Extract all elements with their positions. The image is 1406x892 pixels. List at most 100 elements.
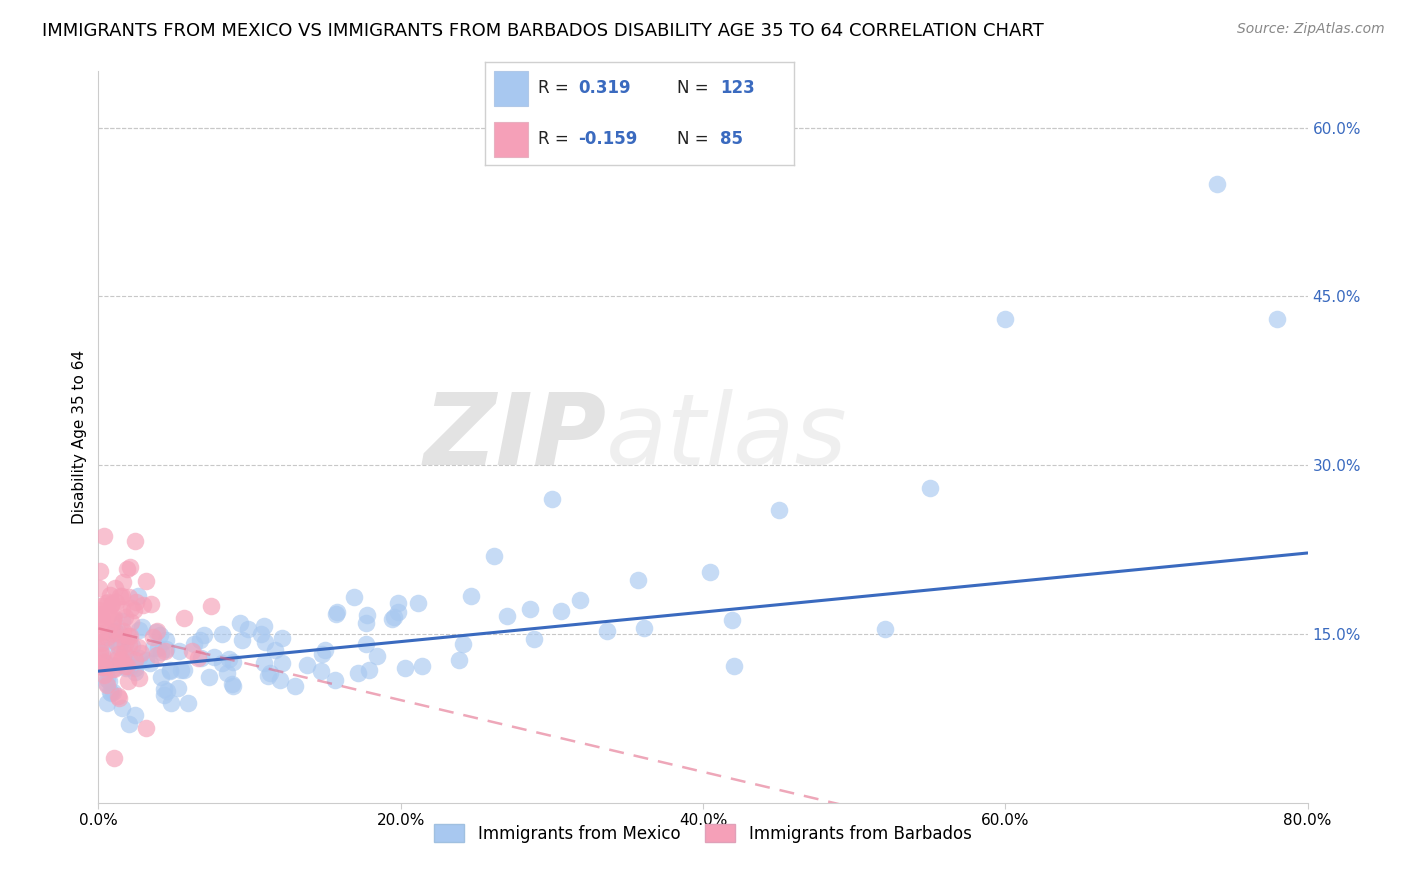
Point bbox=[146, 648, 169, 663]
Point bbox=[97, 623, 120, 637]
Point bbox=[146, 624, 169, 639]
Point bbox=[108, 640, 131, 655]
Point bbox=[150, 644, 173, 658]
Point bbox=[97, 607, 120, 622]
Point bbox=[93, 668, 115, 682]
Point bbox=[117, 562, 139, 576]
Point bbox=[550, 604, 572, 618]
Point bbox=[211, 627, 233, 641]
Point bbox=[89, 610, 111, 624]
Point bbox=[97, 595, 120, 609]
Point bbox=[271, 631, 294, 645]
Text: IMMIGRANTS FROM MEXICO VS IMMIGRANTS FROM BARBADOS DISABILITY AGE 35 TO 64 CORRE: IMMIGRANTS FROM MEXICO VS IMMIGRANTS FRO… bbox=[42, 22, 1043, 40]
Point bbox=[120, 629, 142, 643]
Point bbox=[142, 640, 165, 655]
Point bbox=[721, 613, 744, 627]
Point bbox=[94, 676, 117, 690]
Point bbox=[129, 646, 152, 660]
Point bbox=[114, 609, 136, 624]
Point bbox=[115, 658, 138, 673]
Point bbox=[101, 596, 124, 610]
Point bbox=[87, 603, 110, 617]
Point bbox=[94, 596, 117, 610]
Point bbox=[120, 601, 142, 615]
Point bbox=[269, 673, 291, 688]
Point bbox=[96, 678, 118, 692]
Point bbox=[111, 589, 134, 603]
Point bbox=[127, 640, 149, 655]
Point bbox=[115, 655, 138, 669]
Point bbox=[723, 659, 745, 673]
Point bbox=[135, 574, 157, 588]
Point bbox=[139, 597, 162, 611]
Text: ZIP: ZIP bbox=[423, 389, 606, 485]
Point bbox=[110, 653, 132, 667]
Point bbox=[124, 661, 146, 675]
Point bbox=[94, 634, 117, 648]
Point bbox=[347, 665, 370, 680]
Point bbox=[125, 595, 148, 609]
Point bbox=[314, 643, 336, 657]
Y-axis label: Disability Age 35 to 64: Disability Age 35 to 64 bbox=[72, 350, 87, 524]
Point bbox=[221, 655, 243, 669]
Point bbox=[101, 625, 124, 640]
FancyBboxPatch shape bbox=[495, 70, 529, 105]
Point bbox=[89, 644, 111, 658]
FancyBboxPatch shape bbox=[495, 122, 529, 157]
Point bbox=[366, 648, 388, 663]
Point bbox=[128, 672, 150, 686]
Point bbox=[218, 651, 240, 665]
Point bbox=[236, 622, 259, 636]
Point bbox=[100, 662, 122, 676]
Text: 123: 123 bbox=[720, 79, 755, 97]
Point bbox=[323, 673, 346, 687]
Point bbox=[98, 674, 121, 689]
Point bbox=[135, 653, 157, 667]
Text: 0.319: 0.319 bbox=[578, 79, 630, 97]
Point bbox=[111, 602, 134, 616]
Point bbox=[104, 595, 127, 609]
Point bbox=[254, 635, 277, 649]
Point bbox=[107, 647, 129, 661]
Point bbox=[156, 683, 179, 698]
Point bbox=[124, 653, 146, 667]
Point bbox=[118, 717, 141, 731]
Point bbox=[259, 665, 281, 680]
Point bbox=[160, 696, 183, 710]
Point bbox=[128, 623, 150, 637]
Point bbox=[90, 612, 112, 626]
Text: N =: N = bbox=[676, 130, 714, 148]
Text: Source: ZipAtlas.com: Source: ZipAtlas.com bbox=[1237, 22, 1385, 37]
Point bbox=[104, 624, 127, 639]
Point bbox=[167, 681, 190, 695]
Point bbox=[188, 633, 211, 648]
Point bbox=[100, 598, 122, 612]
Point bbox=[124, 534, 146, 549]
Point bbox=[118, 651, 141, 665]
Point bbox=[170, 664, 193, 678]
Point bbox=[118, 559, 141, 574]
Point bbox=[96, 630, 118, 644]
Point bbox=[149, 628, 172, 642]
Point bbox=[108, 627, 131, 641]
Point bbox=[89, 581, 111, 595]
Point bbox=[257, 669, 280, 683]
Point bbox=[120, 615, 142, 629]
Point bbox=[211, 656, 233, 670]
Point bbox=[382, 610, 405, 624]
Point bbox=[94, 642, 117, 657]
Point bbox=[124, 665, 146, 679]
Point bbox=[994, 312, 1017, 326]
Point bbox=[103, 751, 125, 765]
Point bbox=[271, 656, 294, 670]
Point bbox=[93, 655, 115, 669]
Point bbox=[217, 665, 239, 680]
Point bbox=[183, 637, 205, 651]
Point bbox=[297, 657, 319, 672]
Point bbox=[89, 607, 111, 621]
Point bbox=[253, 656, 276, 670]
Point bbox=[1206, 177, 1229, 191]
Point bbox=[103, 615, 125, 629]
Point bbox=[114, 661, 136, 675]
Point bbox=[124, 603, 146, 617]
